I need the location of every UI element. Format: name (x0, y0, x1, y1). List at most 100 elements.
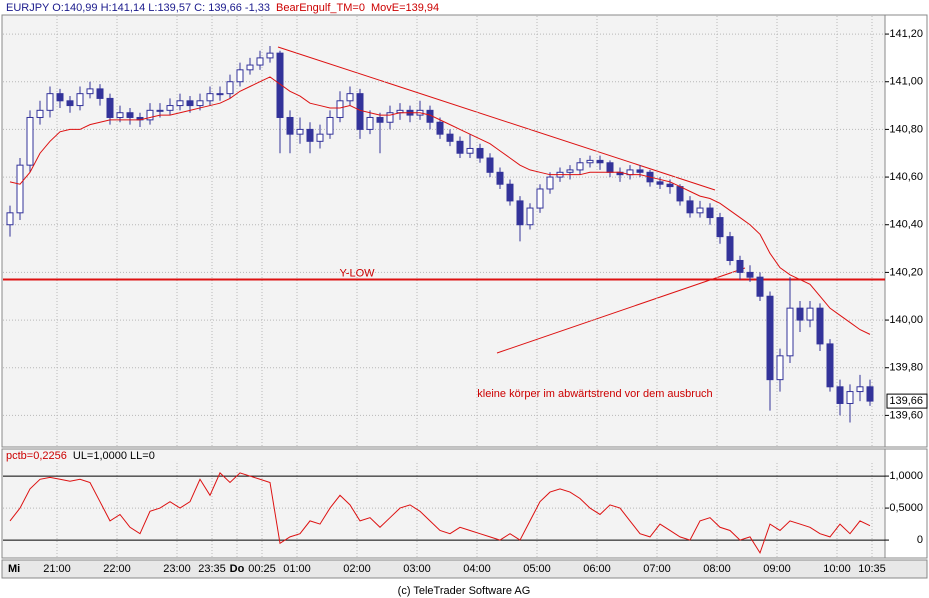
x-tick-label: 07:00 (643, 563, 671, 575)
x-tick-label: 09:00 (763, 563, 791, 575)
candle-body (786, 307, 794, 357)
candle-body (546, 176, 554, 190)
candle-body (676, 186, 684, 202)
candle-body (586, 159, 594, 164)
y-tick-label: 0 (917, 534, 923, 546)
candle-body (796, 307, 804, 321)
x-tick-label: Do (230, 563, 245, 575)
candle-body (156, 109, 164, 112)
x-tick-label: 01:00 (283, 563, 311, 575)
x-tick-label: 00:25 (248, 563, 276, 575)
candle-body (776, 355, 784, 381)
candle-body (216, 93, 224, 96)
candle-body (386, 112, 394, 123)
candle-body (856, 386, 864, 393)
trend-line (496, 267, 746, 354)
candle-body (826, 343, 834, 388)
candle-body (436, 121, 444, 135)
candle-body (96, 88, 104, 99)
header: EURJPY O:140,99 H:141,14 L:139,57 C: 139… (6, 2, 439, 14)
candle-body (736, 259, 744, 273)
candle-body (236, 69, 244, 83)
y-tick-label: 141,00 (889, 76, 923, 88)
candle-body (766, 295, 774, 381)
candle-body (486, 157, 494, 173)
candle-body (666, 183, 674, 188)
indicator-header: pctb=0,2256 UL=1,0000 LL=0 (6, 450, 155, 462)
candle-body (166, 105, 174, 111)
candle-body (696, 207, 704, 214)
average-label: MovE=139,94 (371, 2, 439, 14)
candle-body (726, 236, 734, 261)
x-tick-label: 08:00 (703, 563, 731, 575)
candle-body (516, 200, 524, 226)
candle-body (26, 116, 34, 166)
candle-body (76, 93, 84, 107)
candle-body (366, 116, 374, 130)
y-tick-label: 141,20 (889, 28, 923, 40)
indicator-levels: UL=1,0000 LL=0 (73, 450, 155, 462)
candle-body (256, 57, 264, 66)
candle-body (806, 307, 814, 321)
candle-body (606, 162, 614, 173)
price-axis (884, 14, 928, 448)
candle-body (716, 217, 724, 238)
price-tag-label: 139,66 (889, 395, 923, 407)
candle-body (756, 276, 764, 297)
candle-body (86, 88, 94, 95)
candle-body (536, 188, 544, 209)
candle-body (266, 52, 274, 59)
price-tag (886, 393, 928, 409)
candle-body (476, 147, 484, 159)
indicator-axis (884, 448, 928, 559)
candle-body (286, 116, 294, 135)
candle-body (116, 112, 124, 118)
candle-body (126, 112, 134, 118)
candle-body (816, 307, 824, 345)
candle-body (466, 147, 474, 154)
candle-body (456, 140, 464, 154)
candle-body (106, 97, 114, 118)
candle-body (316, 133, 324, 142)
candle-body (336, 100, 344, 118)
candle-body (66, 100, 74, 107)
candle-body (656, 181, 664, 185)
x-tick-label: 05:00 (523, 563, 551, 575)
candle-body (636, 169, 644, 173)
candle-body (866, 386, 874, 402)
candle-body (146, 109, 154, 121)
indicator-line (9, 472, 871, 555)
annotation: kleine körper im abwärtstrend vor dem au… (477, 388, 712, 400)
x-tick-label: 03:00 (403, 563, 431, 575)
candle-body (226, 81, 234, 95)
indicator-title: pctb=0,2256 (6, 450, 67, 462)
x-tick-label: 06:00 (583, 563, 611, 575)
candle-body (446, 133, 454, 142)
candle-body (46, 93, 54, 111)
candle-body (296, 128, 304, 135)
candle-body (16, 164, 24, 214)
candle-body (186, 100, 194, 107)
candle-body (306, 128, 314, 142)
level-label: Y-LOW (339, 267, 375, 279)
x-tick-label: 02:00 (343, 563, 371, 575)
quote: EURJPY O:140,99 H:141,14 L:139,57 C: 139… (6, 2, 270, 14)
candle-body (376, 116, 384, 123)
candle-body (596, 159, 604, 164)
candle-body (196, 100, 204, 107)
candle-body (246, 64, 254, 71)
signal: BearEngulf_TM=0 (276, 2, 365, 14)
candle-body (326, 116, 334, 135)
candle-body (206, 93, 214, 102)
candle-body (506, 183, 514, 202)
candle-body (56, 93, 64, 102)
candle-body (36, 109, 44, 118)
x-tick-label: 23:35 (198, 563, 226, 575)
candle-body (6, 212, 14, 226)
y-tick-label: 139,80 (889, 362, 923, 374)
candle-body (276, 52, 284, 118)
y-tick-label: 140,40 (889, 219, 923, 231)
y-tick-label: 140,60 (889, 171, 923, 183)
price-panel (1, 14, 886, 448)
